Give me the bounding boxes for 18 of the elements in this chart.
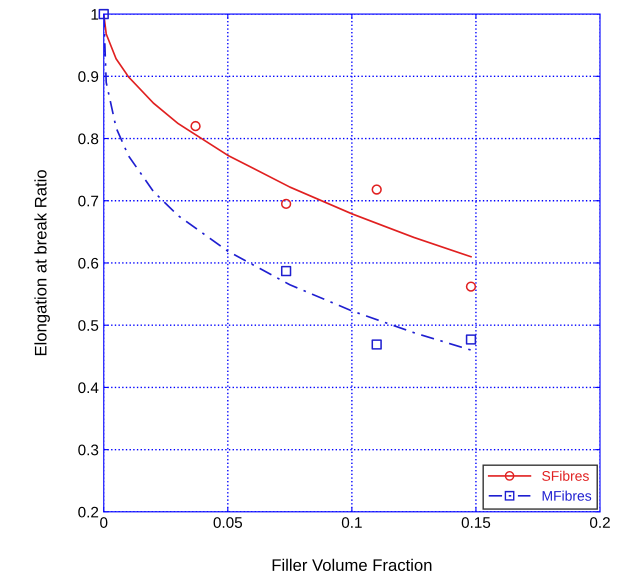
x-tick-label: 0.05 [214,517,242,528]
y-tick-label: 0.6 [78,258,98,269]
y-axis-title: Elongation at break Ratio [34,170,50,356]
y-tick-label: 0.5 [78,320,98,331]
x-tick-label: 0.1 [342,517,362,528]
y-tick-label: 0.2 [78,506,98,518]
y-tick-label: 0.9 [78,71,98,82]
x-tick-label: 0.15 [462,517,490,528]
y-tick-label: 0.3 [78,444,98,456]
x-axis-title: Filler Volume Fraction [272,558,432,571]
x-tick-label: 0 [100,517,108,528]
legend-label: MFibres [542,490,592,501]
legend-label: SFibres [542,470,589,481]
y-tick-label: 0.4 [78,382,98,394]
y-tick-label: 1 [92,9,98,20]
y-tick-label: 0.7 [78,196,98,206]
x-tick-label: 0.2 [590,517,610,528]
y-tick-label: 0.8 [78,133,98,144]
